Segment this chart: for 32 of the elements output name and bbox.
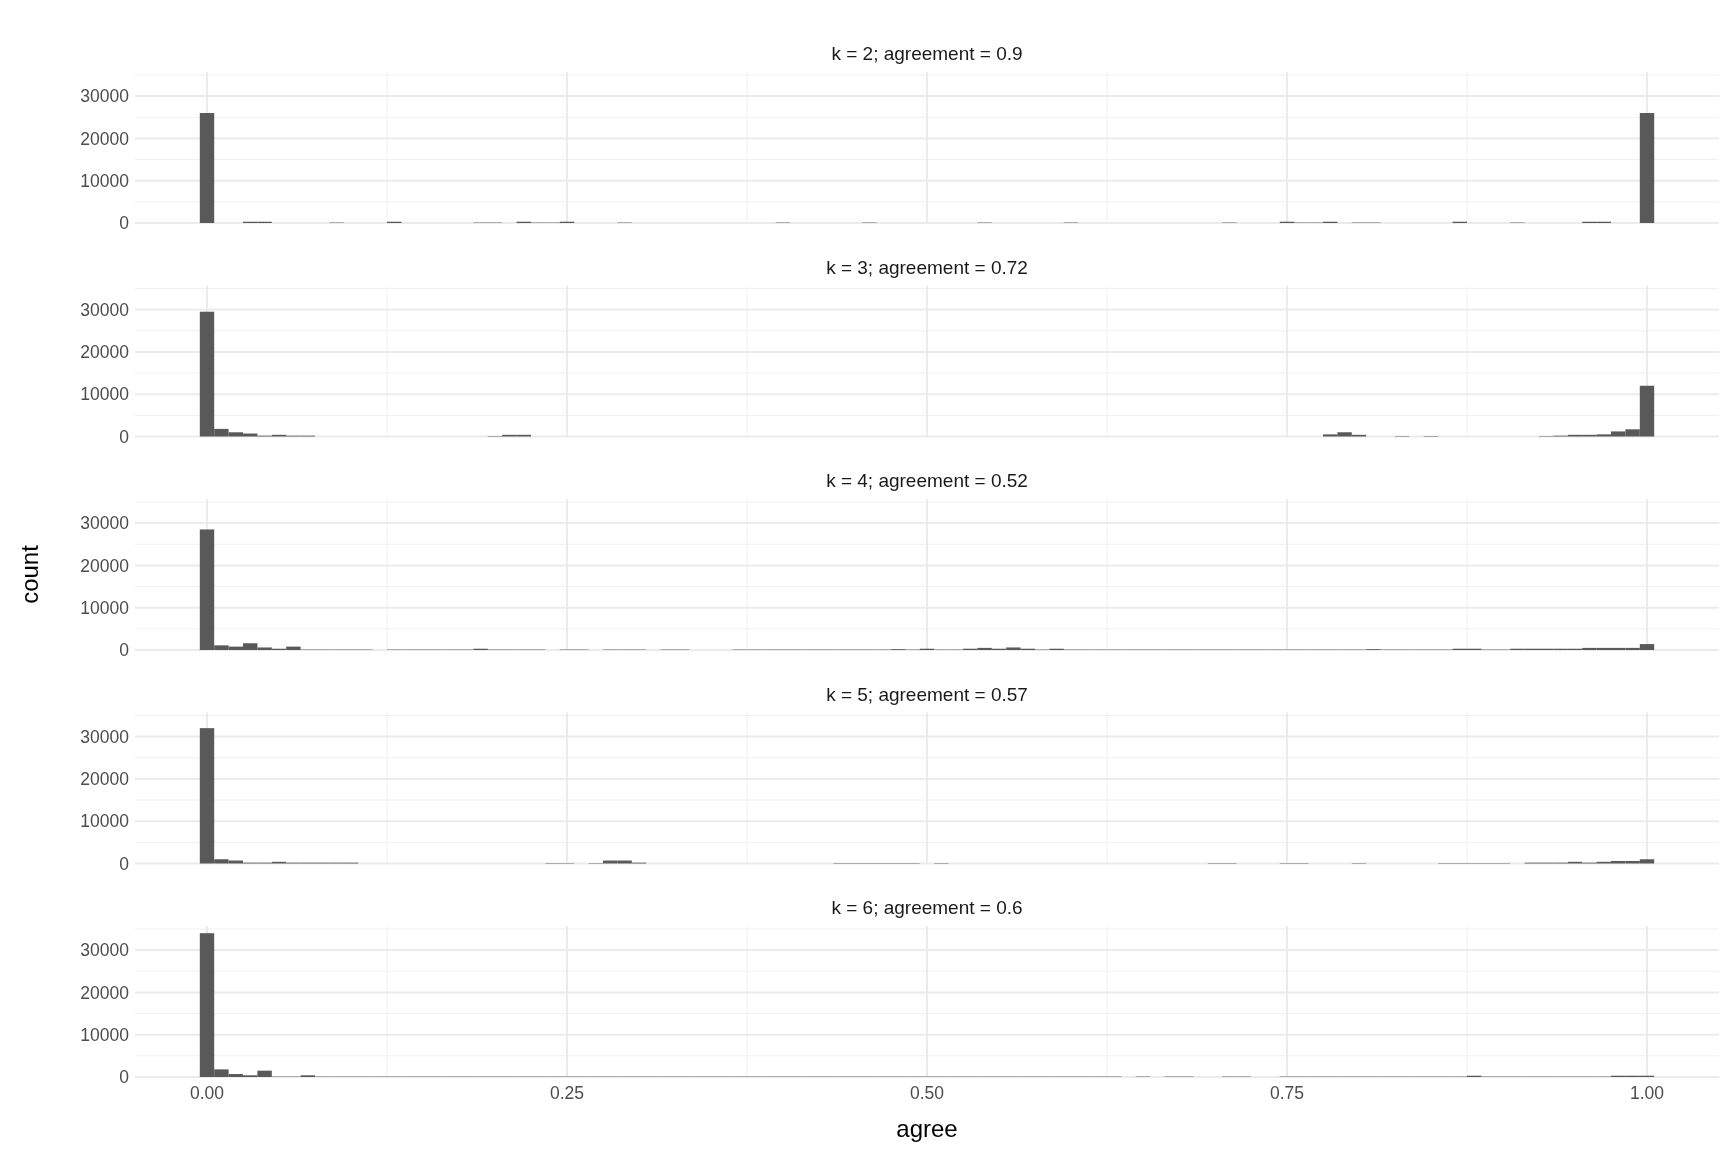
chart-title: k = 6; agreement = 0.6 — [831, 897, 1023, 918]
y-axis-title: count — [16, 544, 43, 604]
x-tick-label: 1.00 — [1629, 1083, 1665, 1103]
x-tick-label: 0.75 — [1269, 1083, 1305, 1103]
y-tick-label: 30000 — [80, 86, 130, 107]
y-tick-label: 20000 — [80, 555, 130, 576]
y-tick-label: 30000 — [80, 726, 130, 747]
y-tick-label: 20000 — [80, 128, 130, 149]
y-tick-label: 30000 — [80, 940, 130, 961]
y-tick-label: 0 — [119, 213, 130, 234]
y-tick-label: 10000 — [80, 597, 130, 618]
y-tick-label: 20000 — [80, 769, 130, 790]
y-tick-label: 10000 — [80, 811, 130, 832]
x-tick-label: 0.00 — [189, 1083, 225, 1103]
y-tick-label: 0 — [119, 853, 130, 874]
y-tick-label: 0 — [119, 426, 130, 447]
chart-title: k = 2; agreement = 0.9 — [831, 43, 1023, 64]
y-tick-label: 10000 — [80, 384, 130, 405]
y-tick-label: 30000 — [80, 299, 130, 320]
chart-title: k = 3; agreement = 0.72 — [826, 256, 1028, 278]
chart-title: k = 4; agreement = 0.52 — [826, 470, 1028, 491]
y-tick-label: 0 — [119, 1067, 130, 1088]
y-tick-label: 20000 — [80, 982, 130, 1003]
y-tick-label: 10000 — [80, 170, 130, 191]
x-axis-title: agree — [896, 1115, 958, 1142]
x-tick-label: 0.50 — [909, 1083, 945, 1103]
x-tick-label: 0.25 — [549, 1083, 585, 1103]
y-tick-label: 10000 — [80, 1024, 130, 1045]
y-tick-label: 30000 — [80, 513, 130, 534]
y-tick-label: 0 — [119, 640, 130, 661]
chart-title: k = 5; agreement = 0.57 — [826, 683, 1028, 705]
y-tick-label: 20000 — [80, 342, 130, 363]
